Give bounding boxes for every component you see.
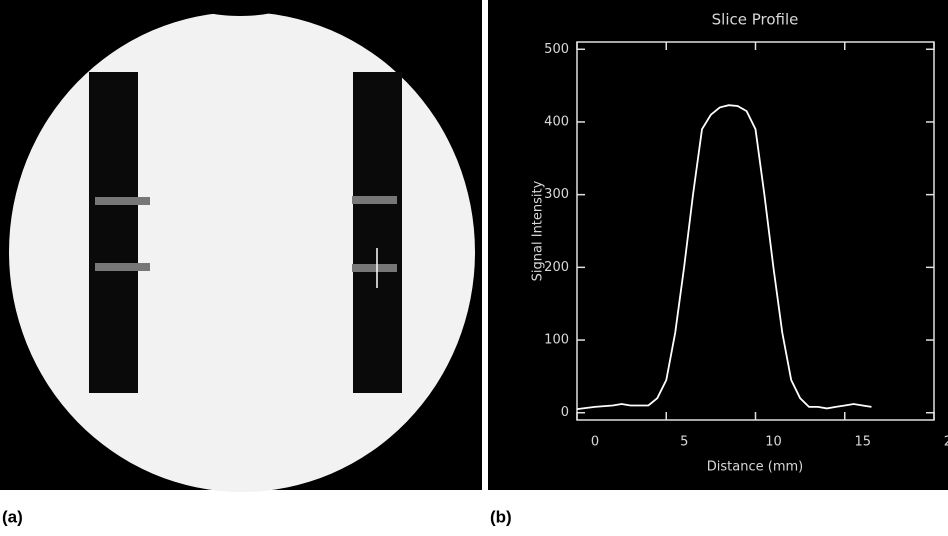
- x-tick-label: 5: [680, 435, 688, 450]
- slice-band: [95, 197, 150, 205]
- chart-background: [488, 0, 948, 490]
- wedge-left: [89, 72, 138, 393]
- x-tick-label: 0: [591, 435, 599, 450]
- phantom: [9, 12, 475, 492]
- slice-band: [352, 264, 397, 272]
- panel-caption: (a): [2, 507, 23, 526]
- y-tick-label: 400: [544, 114, 569, 129]
- separator: [482, 0, 488, 490]
- slice-band: [352, 196, 397, 204]
- y-tick-label: 200: [544, 260, 569, 275]
- panel-caption: (b): [490, 507, 512, 526]
- x-axis-label: Distance (mm): [707, 460, 803, 475]
- page: Slice Profile Distance (mm) Signal Inten…: [0, 0, 948, 536]
- chart-title: Slice Profile: [712, 11, 799, 29]
- slice-band: [95, 263, 150, 271]
- wedge-right: [353, 72, 402, 393]
- x-tick-label: 15: [854, 435, 871, 450]
- figure: Slice Profile Distance (mm) Signal Inten…: [0, 0, 948, 532]
- x-tick-label: 20: [944, 435, 948, 450]
- x-tick-label: 10: [765, 435, 782, 450]
- y-tick-label: 300: [544, 187, 569, 202]
- y-tick-label: 100: [544, 333, 569, 348]
- y-tick-label: 500: [544, 42, 569, 57]
- y-tick-label: 0: [561, 405, 569, 420]
